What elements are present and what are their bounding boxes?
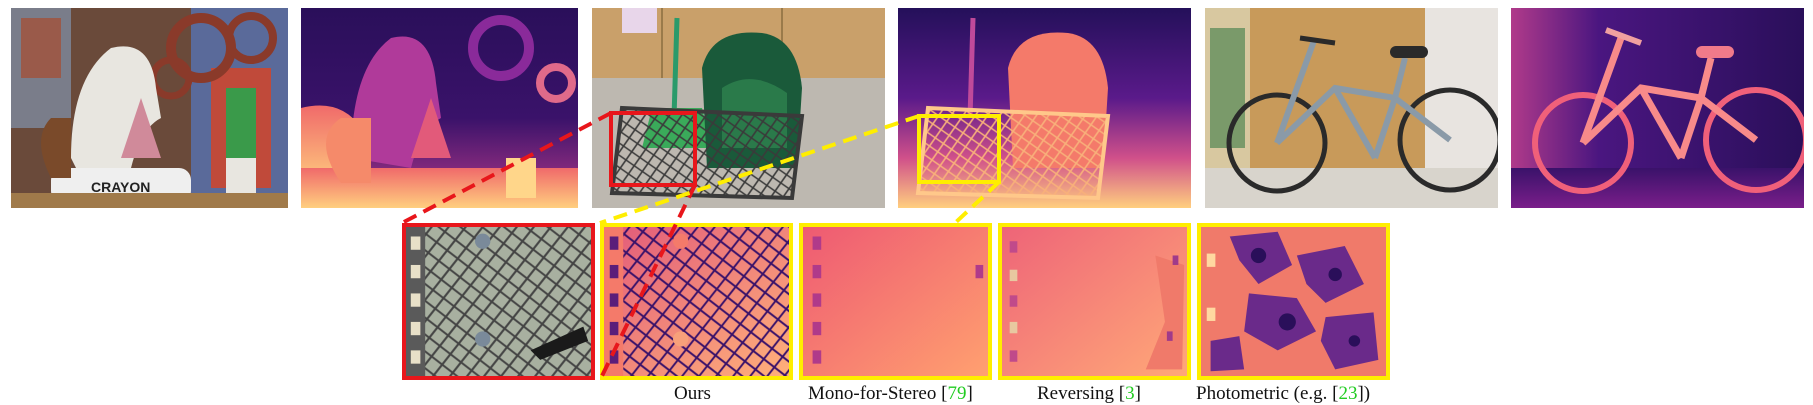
reversing-depth-crop <box>998 223 1191 380</box>
mono-for-stereo-depth-crop <box>799 223 992 380</box>
citation-link[interactable]: 3 <box>1125 383 1135 404</box>
art-room-depth-map <box>301 8 578 208</box>
citation-link[interactable]: 23 <box>1338 383 1358 404</box>
crayon-label: CRAYON <box>91 179 150 195</box>
art-room-rgb-image: CRAYON <box>11 8 288 208</box>
bicycle-rgb-image <box>1205 8 1498 208</box>
backpack-rgb-image <box>592 8 885 208</box>
backpack-depth-map <box>898 8 1191 208</box>
mesh-rgb-crop <box>402 223 595 380</box>
caption-mono-for-stereo: Mono-for-Stereo [79] <box>808 383 973 404</box>
caption-photometric: Photometric (e.g. [23]) <box>1196 383 1371 404</box>
citation-link[interactable]: 79 <box>947 383 967 404</box>
ours-depth-crop <box>600 223 793 380</box>
caption-ours: Ours <box>674 383 711 404</box>
caption-reversing: Reversing [3] <box>1037 383 1141 404</box>
bicycle-depth-map <box>1511 8 1804 208</box>
photometric-depth-crop <box>1197 223 1390 380</box>
